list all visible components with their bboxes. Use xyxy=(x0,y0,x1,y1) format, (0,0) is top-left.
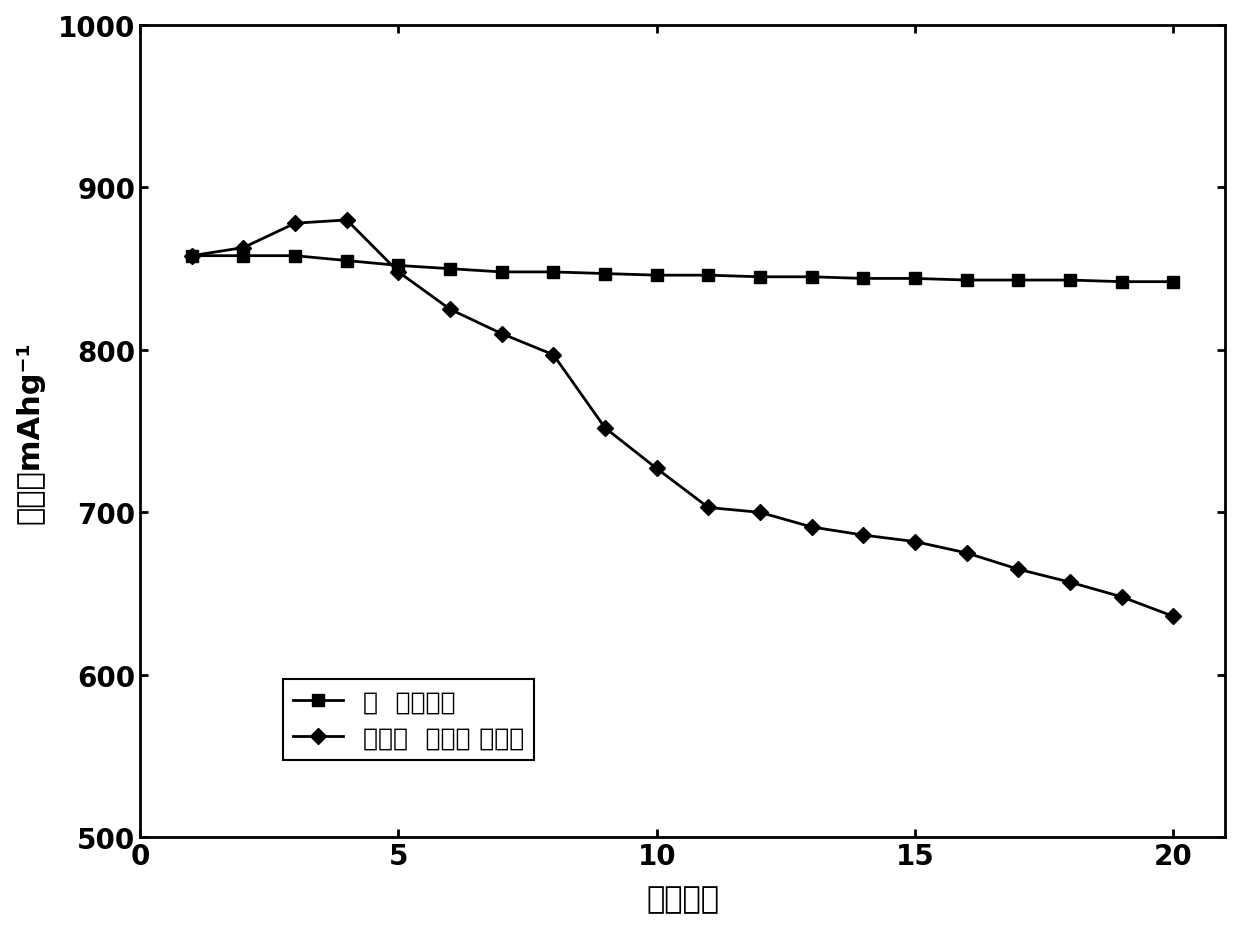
未加自  控温膜 的电池 xyxy=(1166,611,1180,622)
未加自  控温膜 的电池 xyxy=(236,243,250,254)
自  控温电池 xyxy=(650,270,665,281)
自  控温电池 xyxy=(391,261,405,272)
未加自  控温膜 的电池 xyxy=(1063,577,1078,588)
自  控温电池 xyxy=(443,264,458,275)
未加自  控温膜 的电池 xyxy=(908,536,923,548)
自  控温电池 xyxy=(701,270,715,281)
未加自  控温膜 的电池 xyxy=(753,508,768,519)
自  控温电池 xyxy=(1011,276,1025,287)
Legend: 自  控温电池, 未加自  控温膜 的电池: 自 控温电池, 未加自 控温膜 的电池 xyxy=(283,679,534,760)
未加自  控温膜 的电池 xyxy=(185,251,200,262)
Y-axis label: 容量／mAhg⁻¹: 容量／mAhg⁻¹ xyxy=(15,341,43,523)
Line: 自  控温电池: 自 控温电池 xyxy=(186,251,1179,288)
X-axis label: 次数／个: 次数／个 xyxy=(646,884,719,913)
未加自  控温膜 的电池 xyxy=(805,522,820,533)
自  控温电池 xyxy=(1166,277,1180,288)
未加自  控温膜 的电池 xyxy=(288,218,303,229)
自  控温电池 xyxy=(805,272,820,283)
未加自  控温膜 的电池 xyxy=(546,350,560,361)
Line: 未加自  控温膜 的电池: 未加自 控温膜 的电池 xyxy=(186,215,1179,622)
未加自  控温膜 的电池 xyxy=(1011,564,1025,575)
自  控温电池 xyxy=(753,272,768,283)
自  控温电池 xyxy=(856,274,870,285)
未加自  控温膜 的电池 xyxy=(1115,592,1130,603)
自  控温电池 xyxy=(1115,277,1130,288)
自  控温电池 xyxy=(236,251,250,262)
未加自  控温膜 的电池 xyxy=(340,215,355,226)
未加自  控温膜 的电池 xyxy=(650,463,665,474)
自  控温电池 xyxy=(546,267,560,278)
未加自  控温膜 的电池 xyxy=(495,329,510,340)
自  控温电池 xyxy=(340,256,355,267)
未加自  控温膜 的电池 xyxy=(443,304,458,316)
自  控温电池 xyxy=(908,274,923,285)
未加自  控温膜 的电池 xyxy=(701,502,715,513)
自  控温电池 xyxy=(495,267,510,278)
未加自  控温膜 的电池 xyxy=(856,530,870,541)
自  控温电池 xyxy=(1063,276,1078,287)
自  控温电池 xyxy=(185,251,200,262)
未加自  控温膜 的电池 xyxy=(391,267,405,278)
自  控温电池 xyxy=(598,269,613,280)
自  控温电池 xyxy=(960,276,975,287)
自  控温电池 xyxy=(288,251,303,262)
未加自  控温膜 的电池 xyxy=(598,423,613,434)
未加自  控温膜 的电池 xyxy=(960,548,975,559)
